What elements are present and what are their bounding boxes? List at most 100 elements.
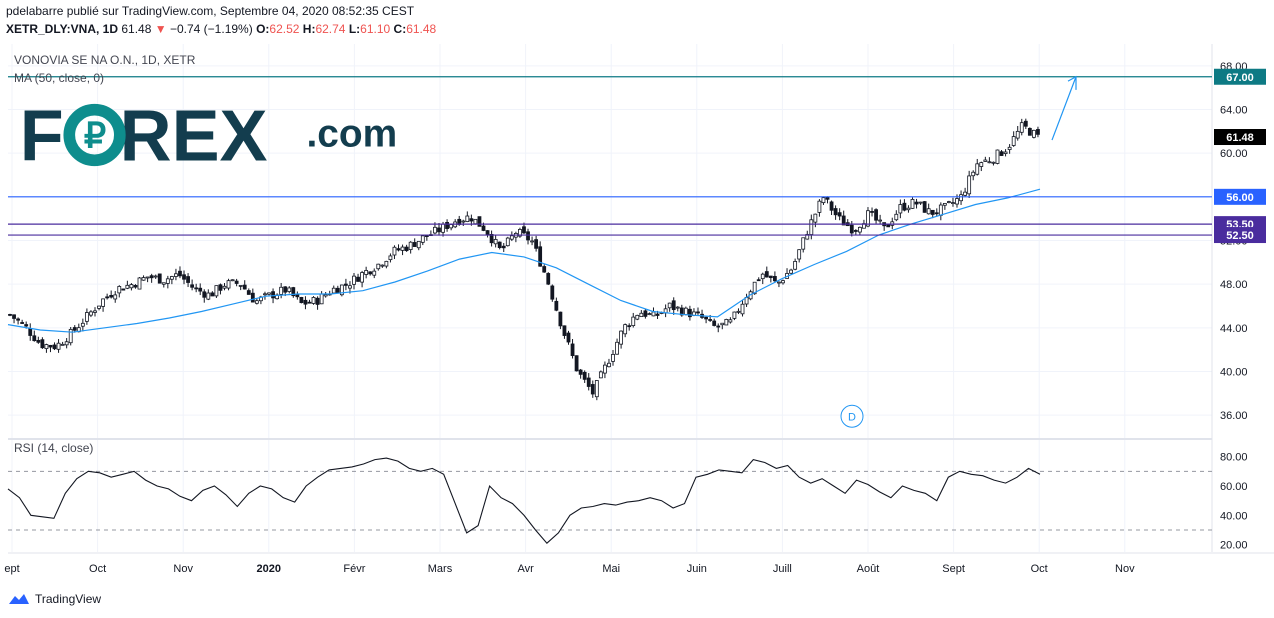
open-value: 62.52 [269,22,300,36]
candle-body [886,223,891,228]
candle-body [914,201,919,205]
candle-body [323,294,328,297]
projection-arrow-head-icon [1067,75,1077,90]
tradingview-label: TradingView [35,592,102,606]
candle-body [234,280,239,284]
candle-body [400,246,405,251]
candle-body [72,327,77,331]
candle-body [716,325,721,328]
high-label: H: [302,22,316,36]
candle-body [477,216,482,227]
candle-body [64,341,69,346]
candle-body [404,246,409,252]
tradingview-brand[interactable]: TradingView [8,592,101,606]
candle-body [368,271,373,275]
candle-body [109,294,114,298]
candle-body [80,322,85,327]
time-tick-label: Oct [1031,563,1048,575]
candle-body [983,159,988,162]
rsi-legend[interactable]: RSI (14, close) [14,441,94,455]
candle-body [704,316,708,320]
candle-body [1036,129,1040,135]
level-price-tag [1214,227,1266,244]
candle-body [991,161,996,164]
price-tick-label: 44.00 [1220,323,1248,335]
level-price-label: 52.50 [1226,230,1254,242]
projection-arrow[interactable] [1051,76,1077,141]
candle-body [190,284,195,288]
candle-body [246,290,251,295]
candle-body [878,219,883,222]
candle-body [469,218,474,222]
candle-body [603,364,607,374]
candle-body [481,225,486,231]
candle-body [906,207,911,211]
candle-body [752,281,757,295]
candle-body [238,284,243,287]
candle-body [433,226,437,234]
logo-f: F [20,100,64,170]
candle-body [303,299,308,305]
candle-body [538,246,543,267]
candle-body [218,284,223,291]
low-value: 61.10 [360,22,391,36]
candle-body [967,175,972,195]
candle-body [1019,122,1024,133]
candle-body [708,319,713,321]
rsi-tick-label: 60.00 [1220,481,1248,493]
candle-body [542,266,547,273]
candle-body [546,273,551,285]
symbol-name[interactable]: XETR_DLY:VNA, 1D [6,22,119,36]
candle-body [89,311,93,316]
open-label: O: [256,22,270,36]
candle-body [145,276,150,279]
candle-body [999,151,1004,156]
candle-body [732,311,737,319]
candle-body [315,297,320,305]
candle-body [857,226,862,233]
candle-body [789,269,793,274]
candle-body [335,287,340,293]
candle-body [696,311,700,314]
candle-body [768,275,773,279]
candle-body [781,280,785,284]
candle-body [631,316,636,327]
candle-body [942,202,947,206]
ma-legend[interactable]: MA (50, close, 0) [14,71,105,85]
last-price-label: 61.48 [1226,132,1254,144]
change-arrow-icon: ▼ [154,22,167,36]
candle-body [841,215,846,226]
dividend-marker-icon[interactable] [840,404,864,428]
candle-body [169,276,174,280]
candle-body [48,344,53,348]
logo-currency-icon: ₽ [84,117,106,156]
candle-body [898,204,903,214]
candle-body [764,271,769,278]
candle-body [129,284,134,289]
candle-body [174,273,178,277]
candle-body [712,320,717,326]
candle-body [801,237,806,250]
candle-body [675,306,680,309]
candle-body [582,371,587,380]
candle-body [194,287,199,290]
candle-body [821,197,826,204]
candle-body [279,286,284,295]
time-tick-label: Avr [517,563,534,575]
candle-body [465,215,470,222]
candle-body [683,307,688,315]
candle-body [918,201,923,204]
candle-body [756,279,761,282]
candle-body [117,286,122,294]
candle-body [639,312,644,318]
candle-body [526,231,530,241]
candle-body [522,226,526,234]
logo-suffix: .com [307,113,398,156]
candle-body [809,219,814,235]
candle-body [376,263,381,270]
candle-body [643,310,648,317]
candle-body [959,194,963,202]
low-label: L: [348,22,361,36]
candle-body [910,199,915,209]
